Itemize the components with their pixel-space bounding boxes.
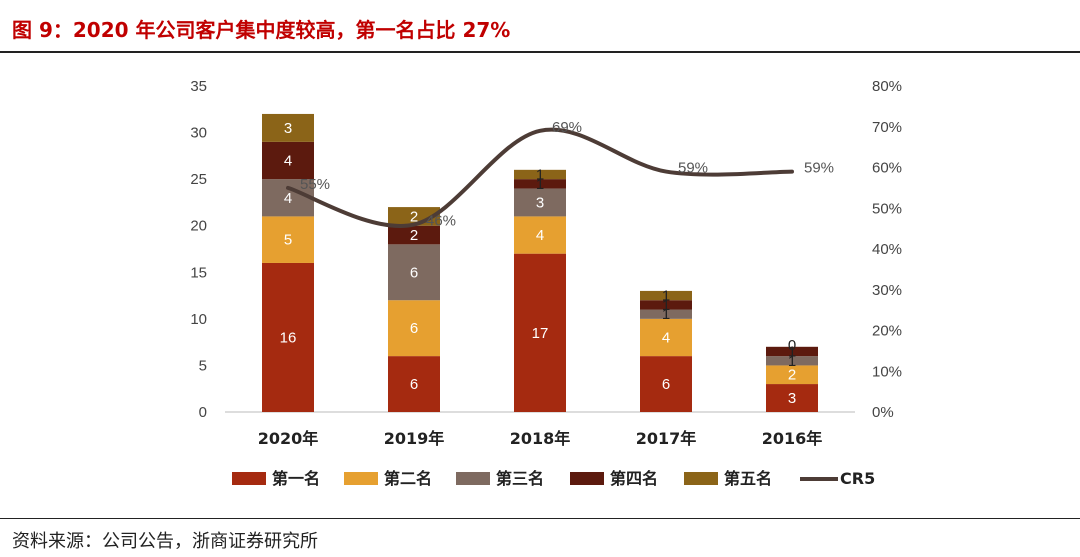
legend-label: 第四名 [610, 469, 658, 488]
segment-label: 1 [662, 288, 670, 305]
right-tick-label: 30% [872, 282, 902, 299]
segment-label: 1 [536, 176, 544, 193]
legend-swatch [684, 472, 718, 485]
bar-segments [262, 113, 818, 412]
bar-segment [766, 356, 818, 366]
right-tick-label: 40% [872, 241, 902, 258]
bar-segment [640, 300, 692, 310]
bar-segment [262, 113, 314, 142]
segment-label: 4 [662, 329, 670, 346]
legend-swatch [456, 472, 490, 485]
bar-segment [640, 318, 692, 357]
segment-label: 0 [788, 337, 796, 354]
bar-segment [388, 244, 440, 301]
bar-segment [262, 179, 314, 217]
figure-title: 图 9：2020 年公司客户集中度较高，第一名占比 27% [12, 18, 511, 42]
cr5-data-label: 69% [552, 119, 582, 136]
left-tick-label: 10 [190, 311, 207, 328]
bar-segment [766, 346, 818, 357]
segment-label: 6 [410, 264, 418, 281]
source-note: 资料来源：公司公告，浙商证券研究所 [12, 531, 318, 552]
segment-label: 6 [662, 376, 670, 393]
right-tick-label: 60% [872, 160, 902, 177]
left-tick-label: 35 [190, 78, 207, 95]
segment-label: 2 [410, 208, 418, 225]
segment-label: 17 [532, 325, 549, 342]
cr5-data-label: 59% [804, 160, 834, 177]
segment-label: 4 [284, 190, 292, 207]
left-tick-label: 15 [190, 264, 207, 281]
left-tick-label: 5 [199, 357, 207, 374]
bar-segment [262, 262, 314, 412]
left-tick-label: 0 [199, 404, 207, 421]
segment-label: 1 [536, 166, 544, 183]
bar-segment [640, 356, 692, 412]
category-label: 2018年 [510, 429, 571, 448]
segment-label: 2 [788, 367, 796, 384]
bar-segment [514, 169, 566, 180]
bar-segment [262, 216, 314, 263]
bar-segment [766, 384, 818, 412]
left-tick-label: 25 [190, 171, 207, 188]
bar-segment [766, 365, 818, 385]
right-tick-label: 70% [872, 119, 902, 136]
source-rule [0, 518, 1080, 519]
legend-label: 第一名 [272, 469, 320, 488]
segment-label: 6 [410, 376, 418, 393]
segment-label: 4 [536, 227, 544, 244]
bar-segment [514, 253, 566, 412]
bar-segment [514, 188, 566, 217]
right-tick-label: 10% [872, 363, 902, 380]
segment-label: 1 [788, 343, 796, 360]
category-label: 2016年 [762, 429, 823, 448]
legend: 第一名 第二名 第三名 第四名 第五名 CR5 [232, 469, 875, 488]
right-tick-label: 80% [872, 78, 902, 95]
segment-label: 4 [284, 153, 292, 170]
segment-label: 5 [284, 232, 292, 249]
cr5-line [286, 127, 794, 228]
segment-label: 3 [536, 194, 544, 211]
legend-label: CR5 [840, 469, 875, 488]
segment-label: 6 [410, 320, 418, 337]
legend-swatch [344, 472, 378, 485]
left-tick-label: 30 [190, 125, 207, 142]
legend-label: 第五名 [724, 469, 772, 488]
bar-segment [388, 356, 440, 412]
category-label: 2019年 [384, 429, 445, 448]
legend-swatch [570, 472, 604, 485]
right-tick-label: 0% [872, 404, 894, 421]
segment-label: 2 [410, 227, 418, 244]
left-axis-ticks: 0 5 10 15 20 25 30 35 [190, 78, 207, 421]
bar-segment [388, 300, 440, 357]
legend-label: 第三名 [496, 469, 544, 488]
bar-segment [262, 141, 314, 180]
category-label: 2017年 [636, 429, 697, 448]
bar-segment [640, 309, 692, 319]
bar-segment [514, 179, 566, 189]
segment-label: 1 [788, 353, 796, 370]
segment-label: 16 [280, 329, 297, 346]
segment-label: 1 [662, 297, 670, 314]
segment-label: 1 [662, 306, 670, 323]
right-tick-label: 50% [872, 200, 902, 217]
legend-swatch [232, 472, 266, 485]
cr5-labels: 55% 46% 69% 59% 59% [300, 119, 834, 230]
right-axis-ticks: 0% 10% 20% 30% 40% 50% 60% 70% 80% [872, 78, 902, 421]
segment-label: 3 [284, 120, 292, 137]
category-label: 2020年 [258, 429, 319, 448]
legend-label: 第二名 [384, 469, 432, 488]
left-tick-label: 20 [190, 218, 207, 235]
title-rule [0, 51, 1080, 53]
bar-segment [514, 216, 566, 254]
right-tick-label: 20% [872, 323, 902, 340]
segment-label: 3 [788, 390, 796, 407]
category-labels: 2020年 2019年 2018年 2017年 2016年 [258, 429, 823, 448]
cr5-data-label: 59% [678, 160, 708, 177]
bar-segment [388, 225, 440, 245]
cr5-data-label: 46% [426, 213, 456, 230]
bar-segment [640, 290, 692, 301]
cr5-data-label: 55% [300, 176, 330, 193]
